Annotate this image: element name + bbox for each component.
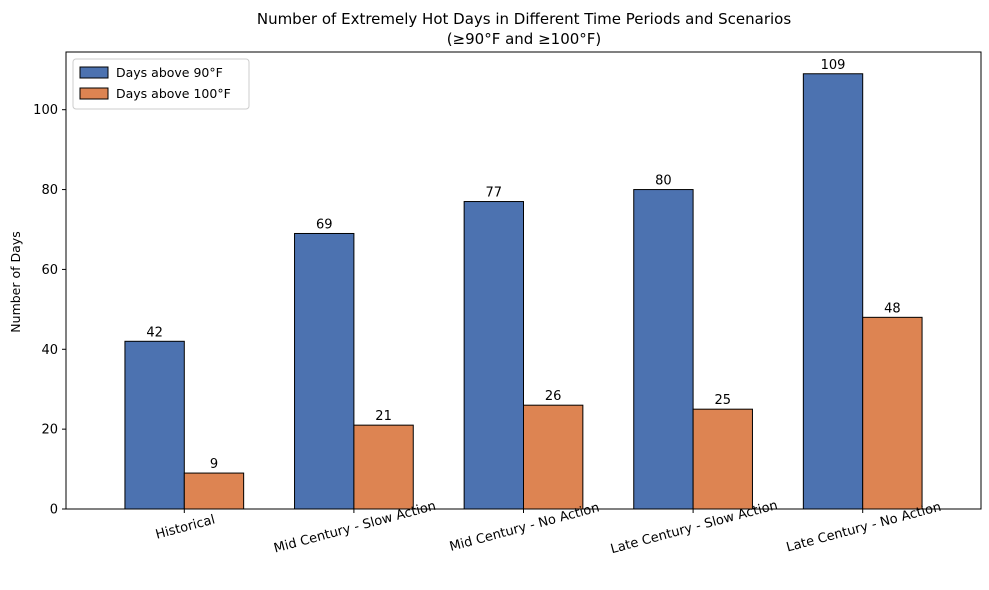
y-tick-label: 100	[33, 103, 58, 118]
y-tick-label: 40	[41, 343, 58, 358]
y-tick-label: 80	[41, 183, 58, 198]
legend-swatch	[79, 87, 109, 100]
y-axis-label: Number of Days	[8, 231, 23, 332]
y-tick-label: 60	[41, 263, 58, 278]
y-tick-label: 0	[50, 503, 58, 518]
data-label: 42	[146, 325, 163, 340]
bar	[183, 472, 245, 510]
y-tick-label: 20	[41, 423, 58, 438]
bar	[124, 340, 185, 510]
bar	[862, 316, 923, 510]
bar	[294, 232, 355, 510]
data-label: 109	[821, 58, 846, 73]
bar	[802, 73, 864, 510]
data-label: 69	[316, 217, 333, 232]
bar	[353, 424, 414, 510]
bar	[463, 201, 525, 510]
data-label: 9	[210, 457, 218, 472]
data-label: 25	[715, 393, 732, 408]
bar	[633, 189, 694, 510]
data-label: 80	[655, 174, 672, 189]
chart-title: Number of Extremely Hot Days in Differen…	[257, 10, 791, 28]
data-label: 48	[884, 301, 901, 316]
data-label: 26	[545, 389, 562, 404]
data-label: 21	[375, 409, 392, 424]
bar	[523, 404, 584, 510]
plot-area: 42 69 77 80 109 9 21 26 25 48 0 20 40 60 80 100 Historic…	[33, 51, 982, 557]
legend-swatch	[79, 66, 109, 79]
x-tick-label: Historical	[154, 512, 217, 542]
bar	[692, 408, 753, 510]
data-label: 77	[486, 186, 503, 201]
legend-entry: Days above 90°F	[116, 65, 223, 80]
legend-entry: Days above 100°F	[116, 86, 231, 101]
chart-subtitle: (≥90°F and ≥100°F)	[447, 30, 602, 48]
legend-box	[72, 58, 250, 110]
